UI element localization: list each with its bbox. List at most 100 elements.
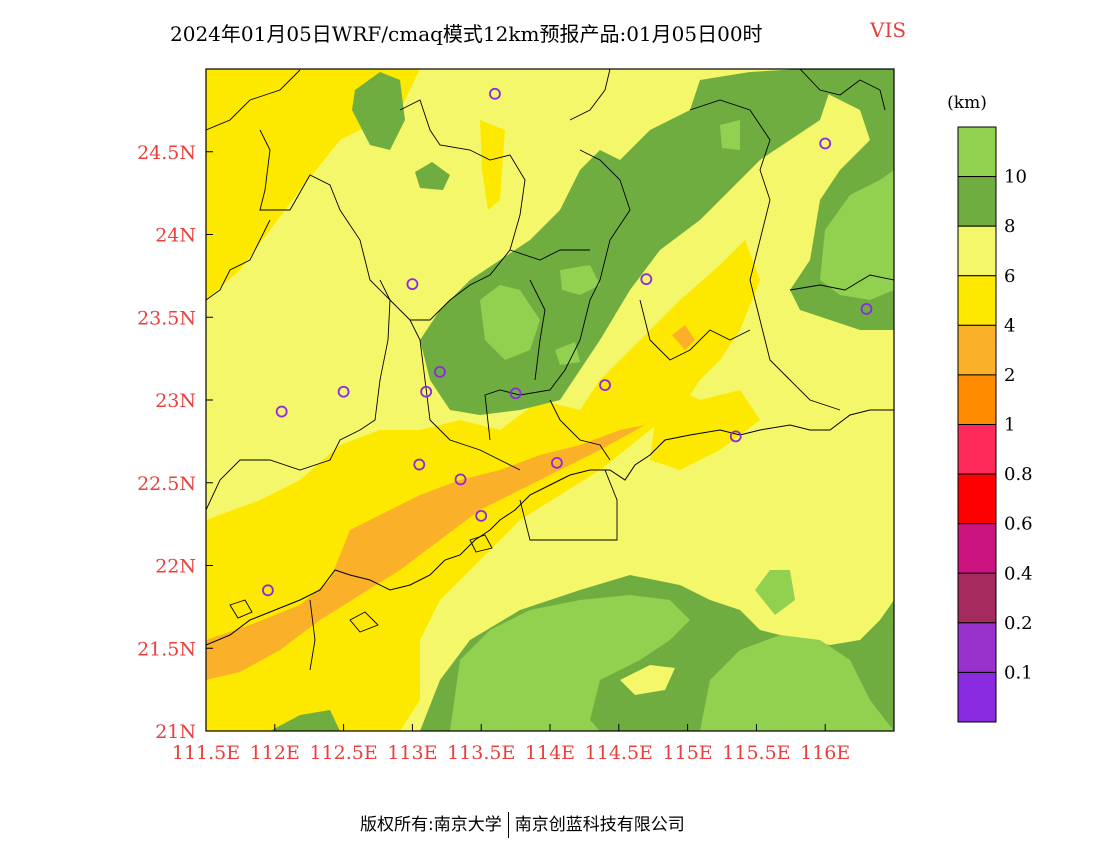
color-legend: (km) 10 8 6 4 2 1 0.8 0.6 0.4 0.2 0.1: [947, 93, 1033, 723]
station-marker: [420, 385, 433, 398]
field-2-4km-spot: [672, 325, 695, 350]
river-1: [309, 599, 316, 671]
island-1: [229, 599, 253, 619]
boundary-7: [484, 149, 631, 441]
island-3: [469, 534, 493, 553]
field-10km-east: [820, 170, 894, 300]
station-marker: [406, 278, 419, 291]
x-tick-label: 112.5E: [309, 742, 377, 764]
station-marker: [262, 584, 274, 597]
station-marker: [550, 456, 563, 469]
legend-swatch: [957, 324, 997, 376]
legend-swatch: [957, 572, 997, 624]
title-variable: VIS: [870, 18, 907, 42]
field-10km-south-east: [700, 635, 894, 731]
legend-swatch: [957, 622, 997, 673]
admin-boundaries: [206, 69, 894, 671]
boundary-3: [206, 219, 271, 301]
station-marker: [599, 379, 611, 392]
x-tick-label: 112E: [250, 742, 300, 764]
y-tick-label: 24N: [155, 225, 196, 247]
footer-right: 南京创蓝科技有限公司: [514, 815, 685, 835]
boundary-10: [639, 299, 751, 361]
field-4-6km-east: [650, 380, 760, 470]
field-10km-se-island: [755, 570, 795, 615]
legend-swatch: [957, 275, 997, 326]
title-main: 2024年01月05日WRF/cmaq模式12km预报产品:01月05日00时: [170, 22, 763, 46]
field-8-10km-small: [415, 162, 450, 190]
x-axis: 111.5E 112E 112.5E 113E 113.5E 114E 114.5E 115E…: [172, 724, 850, 764]
island-2: [349, 611, 379, 633]
y-tick-label: 21.5N: [137, 638, 196, 660]
boundary-4: [206, 279, 391, 511]
y-tick-label: 22.5N: [137, 473, 196, 495]
boundary-14: [569, 69, 611, 121]
station-marker: [275, 405, 288, 418]
legend-swatch: [957, 176, 997, 227]
y-tick-label: 23N: [155, 390, 196, 412]
field-8-10km-north: [352, 72, 405, 150]
field-10km-central2: [560, 265, 600, 295]
legend-label: 8: [1004, 216, 1015, 237]
legend-label: 2: [1004, 365, 1015, 386]
station-marker: [860, 303, 873, 315]
field-10km-south: [450, 595, 690, 731]
x-tick-label: 113E: [387, 742, 437, 764]
x-tick-label: 115.5E: [722, 742, 790, 764]
visibility-field: [206, 69, 894, 731]
legend-swatch: [957, 671, 997, 723]
legend-swatch: [957, 225, 997, 277]
city-box: [519, 469, 618, 541]
legend-label: 1: [1004, 415, 1015, 436]
station-marker: [640, 273, 653, 286]
legend-label: 10: [1004, 167, 1027, 188]
station-marker: [454, 473, 467, 486]
boundary-5: [409, 319, 521, 471]
field-10km-central3: [555, 342, 580, 365]
footer-separator: [507, 812, 509, 838]
legend-label: 4: [1004, 315, 1015, 336]
boundary-15: [549, 399, 611, 461]
footer-left: 版权所有:南京大学: [360, 815, 502, 835]
boundary-13: [789, 274, 894, 291]
legend-label: 0.1: [1004, 662, 1033, 683]
coastline: [206, 409, 894, 646]
x-tick-label: 116E: [800, 742, 850, 764]
field-10km-north: [720, 120, 740, 150]
y-tick-label: 22N: [155, 556, 196, 578]
legend-swatch: [957, 374, 997, 425]
y-tick-label: 21N: [155, 721, 196, 743]
legend-label: 0.4: [1004, 563, 1033, 584]
station-marker: [434, 365, 446, 378]
station-marker: [509, 387, 522, 400]
boundary-8: [509, 249, 590, 261]
boundary-11: [689, 99, 841, 411]
legend-swatch: [957, 424, 997, 475]
field-10km-yellow-hole: [620, 665, 675, 695]
x-tick-label: 114.5E: [585, 742, 653, 764]
station-marker: [729, 430, 742, 443]
boundary-6: [399, 99, 526, 321]
y-axis: 24.5N 24N 23.5N 23N 22.5N 22N 21.5N 21N: [137, 142, 213, 743]
boundary-1: [206, 69, 301, 131]
station-marker: [819, 137, 832, 150]
x-tick-label: 111.5E: [172, 742, 240, 764]
boundary-12: [799, 69, 886, 111]
field-2-4km-band: [206, 425, 645, 680]
legend-label: 0.8: [1004, 464, 1033, 485]
station-markers: [262, 87, 873, 597]
legend-swatch: [957, 523, 997, 574]
legend-unit: (km): [947, 93, 987, 113]
x-tick-label: 113.5E: [447, 742, 515, 764]
station-marker: [337, 385, 350, 398]
y-tick-label: 24.5N: [137, 142, 196, 164]
boundary-2: [259, 129, 411, 321]
legend-swatch: [957, 473, 997, 525]
copyright-footer: 版权所有:南京大学 南京创蓝科技有限公司: [360, 810, 685, 838]
field-4-6km-north-island: [480, 120, 505, 210]
x-tick-label: 115E: [663, 742, 713, 764]
legend-label: 0.2: [1004, 613, 1033, 634]
legend-label: 6: [1004, 266, 1015, 287]
field-8-10km-sw: [270, 710, 340, 731]
